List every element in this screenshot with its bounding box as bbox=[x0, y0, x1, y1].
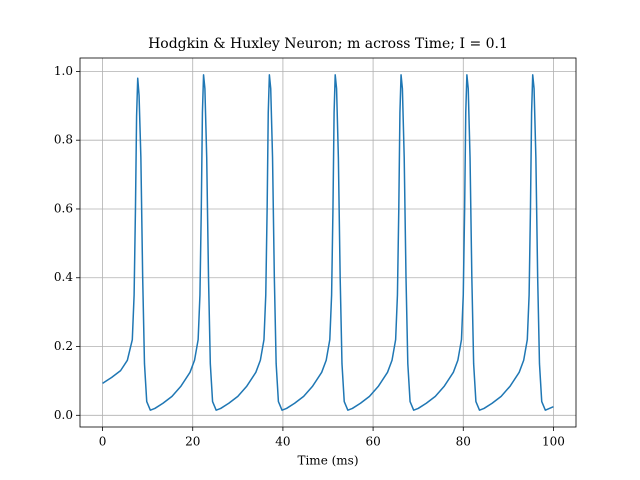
y-tick-label: 1.0 bbox=[54, 64, 73, 78]
x-tick-label: 60 bbox=[365, 435, 380, 449]
x-axis-label: Time (ms) bbox=[297, 454, 358, 468]
x-tick-label: 80 bbox=[456, 435, 471, 449]
chart-title: Hodgkin & Huxley Neuron; m across Time; … bbox=[148, 36, 508, 52]
data-line bbox=[102, 74, 554, 411]
x-tick-label: 40 bbox=[275, 435, 290, 449]
y-tick-label: 0.4 bbox=[54, 270, 73, 284]
plot-frame bbox=[79, 57, 577, 428]
x-tick-label: 100 bbox=[542, 435, 565, 449]
x-tick-label: 0 bbox=[99, 435, 107, 449]
x-tick-label: 20 bbox=[185, 435, 200, 449]
y-tick-label: 0.2 bbox=[54, 339, 73, 353]
y-tick-label: 0.8 bbox=[54, 133, 73, 147]
y-tick-label: 0.0 bbox=[54, 408, 73, 422]
y-tick-label: 0.6 bbox=[54, 201, 73, 215]
